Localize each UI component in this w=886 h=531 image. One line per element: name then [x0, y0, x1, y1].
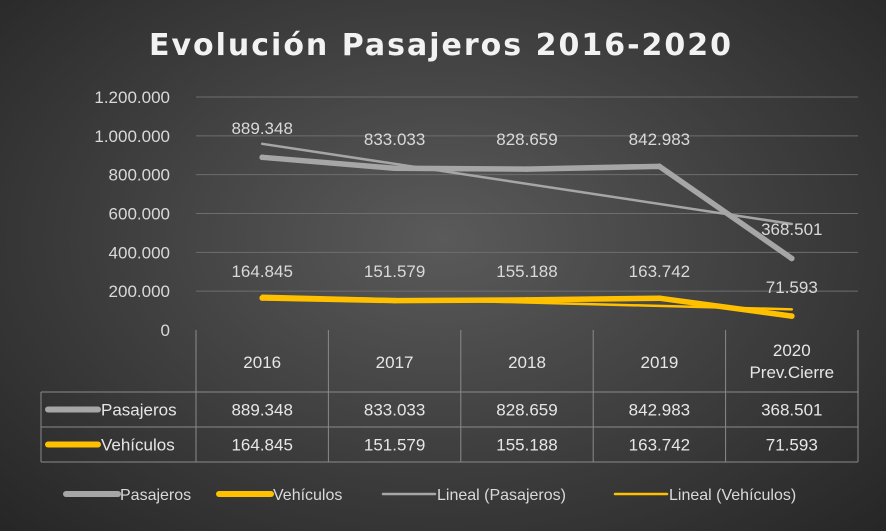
category-label: 2016 — [243, 353, 281, 372]
table-row-label: Vehículos — [101, 436, 175, 455]
data-label: 833.033 — [364, 130, 425, 149]
data-label: 163.742 — [629, 262, 690, 281]
legend-label: Vehículos — [273, 487, 342, 504]
data-label: 842.983 — [629, 130, 690, 149]
table-row-label: Pasajeros — [101, 401, 177, 420]
legend-label: Lineal (Pasajeros) — [437, 487, 566, 504]
table-cell: 833.033 — [364, 401, 425, 420]
y-tick-label: 800.000 — [109, 166, 170, 185]
table-cell: 71.593 — [766, 436, 818, 455]
category-label: 2019 — [640, 353, 678, 372]
data-label: 368.501 — [761, 220, 822, 239]
data-labels: 889.348 833.033 828.659 842.983 368.501 164.8… — [231, 119, 822, 297]
data-point — [391, 297, 398, 304]
data-point — [391, 165, 398, 172]
y-tick-label: 0 — [161, 321, 170, 340]
table-cell: 889.348 — [231, 401, 292, 420]
table-cell: 368.501 — [761, 401, 822, 420]
legend-label: Pasajeros — [120, 487, 191, 504]
y-axis-ticks: 0 200.000 400.000 600.000 800.000 1.000.000 1.… — [94, 88, 170, 340]
data-label: 155.188 — [496, 262, 557, 281]
category-label: 2017 — [376, 353, 414, 372]
table-cell: 163.742 — [629, 436, 690, 455]
trendline-pasajeros — [260, 142, 794, 226]
data-label: 889.348 — [231, 119, 292, 138]
data-point — [656, 295, 663, 302]
table-cell: 151.579 — [364, 436, 425, 455]
data-point — [259, 295, 266, 301]
y-tick-label: 200.000 — [109, 282, 170, 301]
gridlines — [196, 96, 858, 292]
data-point — [259, 154, 266, 161]
category-label: 2020 — [773, 341, 811, 360]
chart-title: Evolución Pasajeros 2016-2020 — [149, 28, 733, 63]
legend: Pasajeros Vehículos Lineal (Pasajeros) Line… — [63, 487, 796, 504]
table-cell: 164.845 — [231, 436, 292, 455]
table-cell: 155.188 — [496, 436, 557, 455]
table-cell: 842.983 — [629, 401, 690, 420]
y-tick-label: 600.000 — [109, 205, 170, 224]
data-point — [656, 163, 663, 170]
data-label: 151.579 — [364, 262, 425, 281]
category-label: 2018 — [508, 353, 546, 372]
data-point — [789, 313, 795, 319]
series-lines — [259, 154, 795, 319]
data-point — [789, 255, 795, 262]
data-label: 828.659 — [496, 130, 557, 149]
data-label: 164.845 — [231, 262, 292, 281]
data-point — [524, 166, 530, 172]
y-tick-label: 400.000 — [109, 243, 170, 262]
legend-label: Lineal (Vehículos) — [669, 487, 796, 504]
data-point — [524, 297, 530, 303]
series-line-pasajeros — [259, 154, 795, 262]
category-label: Prev.Cierre — [749, 363, 834, 382]
table-cell: 828.659 — [496, 401, 557, 420]
data-label: 71.593 — [766, 278, 818, 297]
y-tick-label: 1.200.000 — [94, 88, 170, 107]
y-tick-label: 1.000.000 — [94, 127, 170, 146]
data-table: 2016 2017 2018 2019 2020 Prev.Cierre Pasajeros… — [40, 330, 859, 463]
